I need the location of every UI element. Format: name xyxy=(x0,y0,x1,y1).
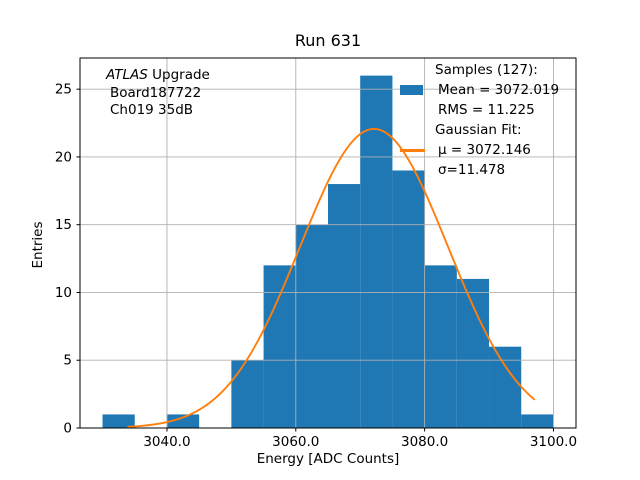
legend-row-gaussian-fit: Gaussian Fit: xyxy=(400,120,559,140)
legend-row-rms: RMS = 11.225 xyxy=(400,100,559,120)
annotation-line-atlas: ATLAS Upgrade xyxy=(106,67,210,85)
legend-label-mean: Mean = 3072.019 xyxy=(438,82,560,98)
gaussian-line-icon xyxy=(400,148,425,152)
histogram-bar xyxy=(295,224,328,428)
histogram-bar xyxy=(424,265,457,428)
y-tick-label: 20 xyxy=(55,149,72,165)
gaussian-fit-curve xyxy=(127,127,536,428)
annotation-line-board: Board187722 xyxy=(110,84,202,101)
legend-label-mu: μ = 3072.146 xyxy=(438,142,531,158)
y-tick-label: 5 xyxy=(63,353,72,369)
annotation-block: ATLAS Upgrade Board187722 Ch019 35dB xyxy=(106,67,210,120)
legend-row-mean: Mean = 3072.019 xyxy=(400,80,559,100)
histogram-bar xyxy=(456,278,490,428)
plot-border xyxy=(79,57,577,429)
upgrade-text: Upgrade xyxy=(147,67,210,83)
histogram-swatch-icon xyxy=(400,85,423,95)
legend-row-sigma: σ=11.478 xyxy=(400,160,559,180)
annotation-line-channel: Ch019 35dB xyxy=(110,102,194,118)
y-tick-label: 25 xyxy=(55,82,72,98)
y-tick-label: 0 xyxy=(63,421,72,437)
legend-label-samples: Samples (127): xyxy=(435,62,538,78)
histogram-bar xyxy=(489,346,522,428)
legend-label-sigma: σ=11.478 xyxy=(438,162,506,178)
y-tick-label: 15 xyxy=(55,217,72,233)
histogram-bar xyxy=(263,265,296,428)
legend-row-samples: Samples (127): xyxy=(400,60,559,80)
legend-label-gaussian-fit: Gaussian Fit: xyxy=(435,122,522,138)
x-axis-label: Energy [ADC Counts] xyxy=(256,451,400,467)
y-axis-label: Entries xyxy=(30,221,46,269)
x-tick-label: 3040.0 xyxy=(143,434,190,450)
chart-title: Run 631 xyxy=(294,31,362,50)
histogram-bar xyxy=(166,414,200,428)
x-tick-label: 3060.0 xyxy=(272,434,319,450)
legend-row-mu: μ = 3072.146 xyxy=(400,140,559,160)
legend-handle-slot xyxy=(400,148,435,152)
x-tick-label: 3100.0 xyxy=(530,434,577,450)
histogram-bar xyxy=(102,414,135,428)
legend-handle-slot xyxy=(400,85,435,95)
histogram-bar xyxy=(392,170,425,428)
x-tick-label: 3080.0 xyxy=(401,434,448,450)
histogram-bar xyxy=(328,184,361,428)
histogram-bar xyxy=(231,360,264,428)
atlas-italic-text: ATLAS xyxy=(106,67,148,83)
legend: Samples (127): Mean = 3072.019 RMS = 11.… xyxy=(400,60,559,180)
histogram-bar xyxy=(521,414,554,428)
y-tick-label: 10 xyxy=(55,285,72,301)
legend-label-rms: RMS = 11.225 xyxy=(438,102,535,118)
